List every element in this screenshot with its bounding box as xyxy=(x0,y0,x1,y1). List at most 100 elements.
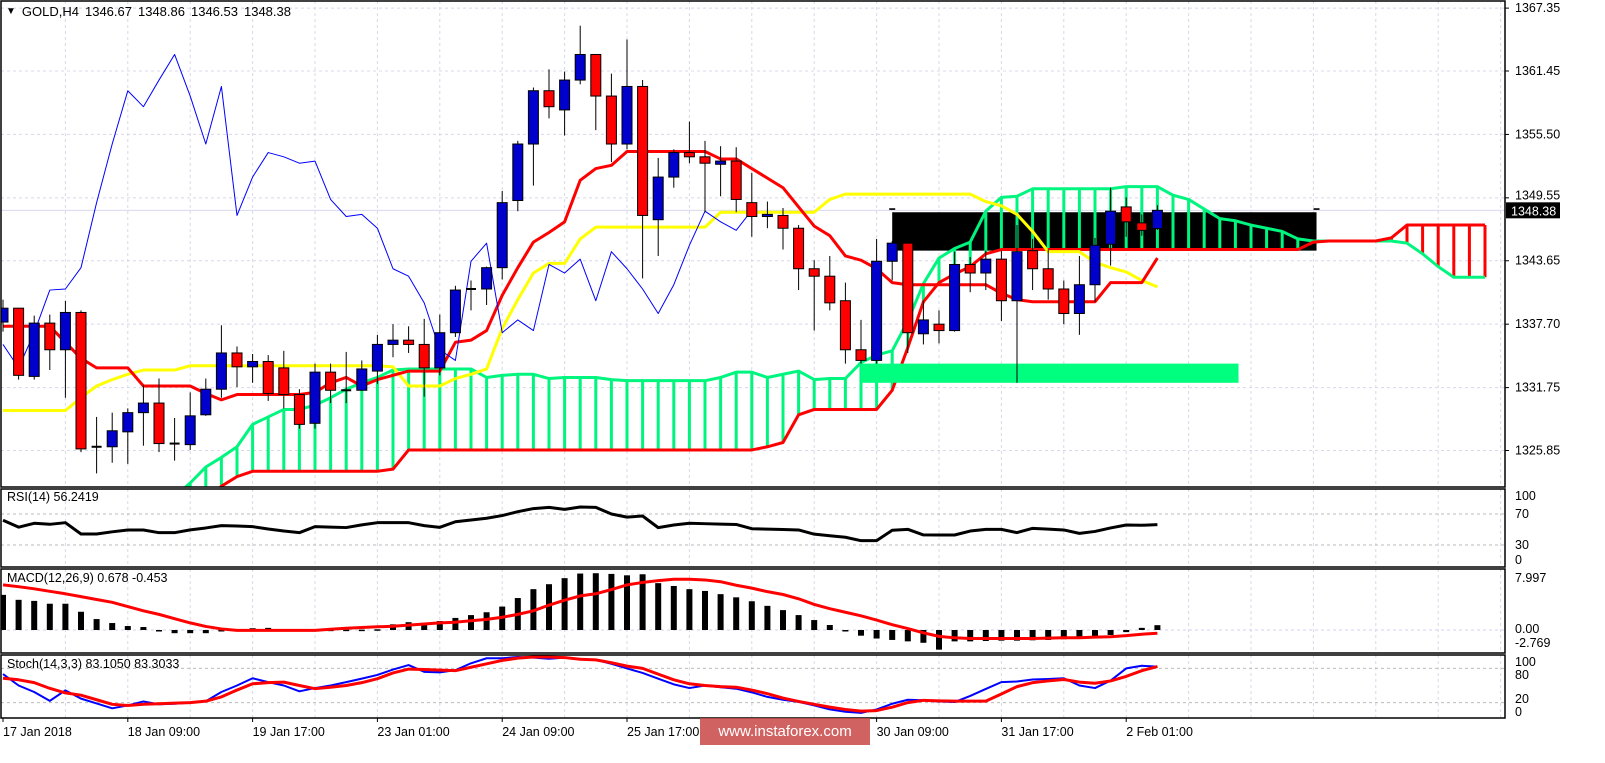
candle-body xyxy=(371,343,383,372)
candle-body xyxy=(1058,288,1070,315)
candle-body xyxy=(1120,206,1132,223)
candle-body xyxy=(902,242,914,334)
macd-histogram-bar xyxy=(1060,630,1067,640)
current-price-label: 1348.38 xyxy=(1511,204,1556,218)
macd-histogram-bar xyxy=(218,630,225,632)
candle-body xyxy=(964,263,976,274)
time-axis-label: 30 Jan 09:00 xyxy=(877,725,949,739)
rsi-pane[interactable] xyxy=(2,505,1158,543)
dropdown-triangle-icon[interactable]: ▼ xyxy=(6,6,16,17)
candle xyxy=(481,266,493,305)
chikou-span-line xyxy=(2,53,753,369)
macd-histogram-bar xyxy=(577,573,584,630)
macd-histogram-bar xyxy=(93,619,100,630)
watermark-badge[interactable]: www.instaforex.com xyxy=(700,718,870,745)
close-value: 1348.38 xyxy=(243,4,291,19)
candle-body xyxy=(262,360,274,394)
candle xyxy=(590,53,602,131)
current-price-badge xyxy=(1506,202,1560,219)
macd-histogram-bar xyxy=(46,603,53,630)
macd-histogram-bar xyxy=(124,626,131,630)
macd-axis-label: 0.00 xyxy=(1515,622,1539,636)
candle-body xyxy=(652,176,664,221)
candle-body xyxy=(637,85,649,216)
macd-histogram-bar xyxy=(967,630,974,642)
macd-histogram-bar xyxy=(546,584,552,630)
watermark-text: www.instaforex.com xyxy=(718,723,852,740)
macd-histogram-bar xyxy=(780,610,786,630)
macd-histogram-bar xyxy=(156,630,162,632)
macd-axis-label: 7.997 xyxy=(1515,571,1546,585)
macd-histogram-bar xyxy=(982,630,989,642)
support-zone-rectangle xyxy=(861,363,1239,383)
candle-body xyxy=(449,289,461,334)
candle xyxy=(59,300,71,398)
candle-body xyxy=(418,343,430,369)
macd-histogram-bar xyxy=(842,630,849,632)
candle xyxy=(824,255,836,311)
candle xyxy=(1136,214,1148,236)
candle xyxy=(44,314,56,371)
stoch-axis-label: 80 xyxy=(1515,668,1529,682)
candle xyxy=(543,69,555,119)
candle xyxy=(559,71,571,136)
pane-border xyxy=(0,0,1506,488)
candle xyxy=(512,140,524,212)
macd-histogram-bar xyxy=(78,611,84,630)
macd-histogram-bar xyxy=(374,629,381,631)
pane-border xyxy=(0,654,1506,719)
candle-body xyxy=(777,214,789,229)
macd-histogram-bar xyxy=(1138,627,1145,630)
candle-body xyxy=(434,332,446,369)
candle xyxy=(293,389,305,429)
candle-body xyxy=(481,267,493,290)
candle-body xyxy=(215,352,227,390)
candle xyxy=(309,363,321,429)
candle xyxy=(169,417,180,461)
stoch-pane[interactable] xyxy=(2,655,1158,714)
candle xyxy=(1073,255,1085,335)
candle-body xyxy=(855,349,867,361)
macd-histogram-bar xyxy=(452,617,459,630)
macd-histogram-bar xyxy=(998,630,1005,641)
candle-body xyxy=(387,339,399,345)
macd-histogram-bar xyxy=(202,630,209,634)
candle-body xyxy=(309,371,321,424)
candle-body xyxy=(621,85,633,145)
macd-histogram-bar xyxy=(1045,630,1052,640)
macd-histogram-bar xyxy=(764,605,771,630)
candle-body xyxy=(605,95,617,145)
candle-body xyxy=(746,202,758,218)
candle xyxy=(933,310,945,344)
price-pane[interactable] xyxy=(0,25,1505,534)
candle-body xyxy=(715,160,727,165)
candle xyxy=(1105,187,1117,266)
candle xyxy=(886,241,898,281)
rsi-axis-label: 0 xyxy=(1515,553,1522,567)
candle xyxy=(964,257,976,293)
price-axis-label: 1325.85 xyxy=(1515,443,1560,457)
candle xyxy=(403,326,415,353)
candle xyxy=(855,319,867,364)
pane-border xyxy=(0,568,1506,654)
macd-histogram-bar xyxy=(1107,630,1114,635)
macd-histogram-bar xyxy=(795,615,802,630)
macd-pane[interactable] xyxy=(0,573,1161,650)
macd-histogram-bar xyxy=(31,600,38,630)
candle xyxy=(153,378,165,453)
candle xyxy=(1011,225,1023,383)
candle-body xyxy=(793,227,805,270)
senkou-span-a-line xyxy=(183,185,1485,487)
macd-histogram-bar xyxy=(421,622,428,630)
candle xyxy=(777,207,789,250)
candle xyxy=(278,350,290,409)
macd-histogram-bar xyxy=(889,630,896,640)
candle xyxy=(715,146,727,197)
candle xyxy=(122,408,134,464)
candle xyxy=(1120,197,1132,237)
price-axis-label: 1355.50 xyxy=(1515,127,1560,141)
candle xyxy=(902,235,914,353)
candle xyxy=(699,140,711,213)
candle xyxy=(871,238,883,364)
